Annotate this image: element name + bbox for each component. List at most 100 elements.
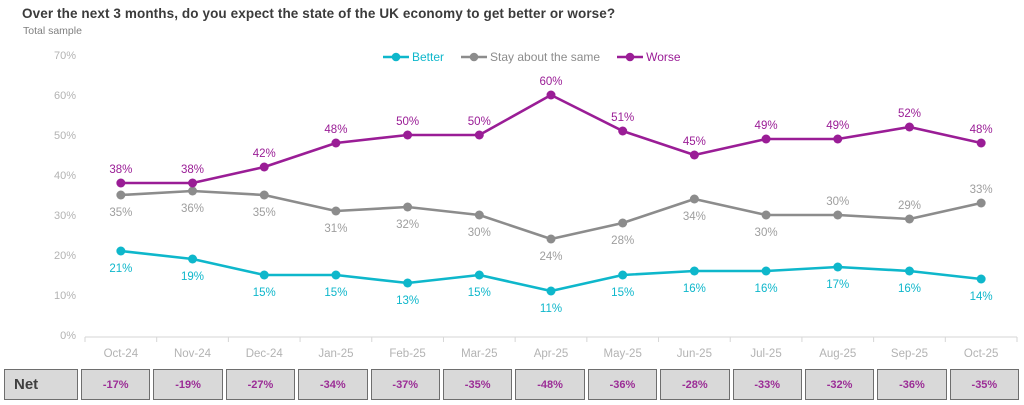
chart-subtitle: Total sample xyxy=(23,25,82,37)
data-label: 14% xyxy=(970,291,993,303)
data-label: 35% xyxy=(253,207,276,219)
data-label: 30% xyxy=(468,227,491,239)
y-axis-label: 30% xyxy=(54,210,76,222)
data-label: 30% xyxy=(826,196,849,208)
data-label: 45% xyxy=(683,136,706,148)
data-point xyxy=(116,178,126,188)
net-value-cell: -27% xyxy=(225,369,296,400)
data-label: 21% xyxy=(109,263,132,275)
data-label: 48% xyxy=(970,124,993,136)
y-axis-label: 60% xyxy=(54,90,76,102)
legend-swatch-icon xyxy=(383,52,409,62)
data-point xyxy=(904,214,914,224)
legend-swatch-icon xyxy=(617,52,644,62)
data-point xyxy=(689,194,699,204)
x-axis-label: Feb-25 xyxy=(389,348,425,360)
net-value-cell: -28% xyxy=(660,369,730,400)
data-point xyxy=(976,138,986,148)
data-point xyxy=(403,278,413,288)
legend-label: Better xyxy=(412,50,445,64)
x-axis-label: Apr-25 xyxy=(534,348,569,360)
data-label: 32% xyxy=(396,219,419,231)
legend-item: Stay about the same xyxy=(461,50,600,64)
data-label: 42% xyxy=(253,148,276,160)
y-axis-label: 10% xyxy=(54,290,76,302)
data-label: 16% xyxy=(898,283,921,295)
legend-label: Stay about the same xyxy=(490,50,601,64)
chart-title: Over the next 3 months, do you expect th… xyxy=(22,6,616,21)
data-label: 17% xyxy=(826,279,849,291)
data-point xyxy=(259,190,269,200)
net-value-cell: -19% xyxy=(153,369,223,400)
y-axis-label: 0% xyxy=(60,330,76,342)
data-label: 48% xyxy=(324,124,347,136)
data-point xyxy=(904,266,914,276)
data-label: 24% xyxy=(539,251,562,263)
series-line xyxy=(120,93,982,185)
x-axis-label: Oct-24 xyxy=(104,348,139,360)
data-label: 28% xyxy=(611,235,634,247)
x-axis-label: Aug-25 xyxy=(819,348,856,360)
chart-legend: Better Stay about the same Worse xyxy=(383,50,681,64)
y-axis-label: 70% xyxy=(54,50,76,62)
data-label: 52% xyxy=(898,108,921,120)
net-value-cell: -36% xyxy=(587,369,658,400)
data-label: 19% xyxy=(181,271,204,283)
data-point xyxy=(403,202,413,212)
data-label: 15% xyxy=(324,287,347,299)
net-value-cell: -37% xyxy=(370,369,440,400)
y-axis-label: 50% xyxy=(54,130,76,142)
data-label: 29% xyxy=(898,200,921,212)
data-label: 49% xyxy=(755,120,778,132)
data-label: 16% xyxy=(683,283,706,295)
data-point xyxy=(976,198,986,208)
data-point xyxy=(618,270,628,280)
x-axis-label: Nov-24 xyxy=(174,348,212,360)
data-point xyxy=(976,274,986,284)
data-label: 16% xyxy=(755,283,778,295)
data-point xyxy=(761,266,771,276)
data-point xyxy=(188,186,198,196)
net-value-cell: -36% xyxy=(877,369,947,400)
data-label: 30% xyxy=(755,227,778,239)
legend-label: Worse xyxy=(646,50,681,64)
data-point xyxy=(403,130,413,140)
data-point xyxy=(331,206,341,216)
data-label: 34% xyxy=(683,211,706,223)
data-label: 60% xyxy=(539,76,562,88)
data-label: 31% xyxy=(324,223,347,235)
x-axis-label: Jun-25 xyxy=(677,348,712,360)
data-label: 15% xyxy=(253,287,276,299)
data-label: 38% xyxy=(109,164,132,176)
x-axis-label: Jan-25 xyxy=(318,348,353,360)
data-point xyxy=(259,270,269,280)
data-point xyxy=(188,254,198,264)
data-point xyxy=(116,246,126,256)
data-label: 51% xyxy=(611,112,634,124)
data-label: 13% xyxy=(396,295,419,307)
net-value-cell: -32% xyxy=(804,369,875,400)
data-label: 36% xyxy=(181,203,204,215)
data-label: 50% xyxy=(468,116,491,128)
data-point xyxy=(546,234,556,244)
data-point xyxy=(474,270,484,280)
data-point xyxy=(546,286,556,296)
series-line xyxy=(120,189,982,241)
data-point xyxy=(474,210,484,220)
data-point xyxy=(689,150,699,160)
net-value-cell: -48% xyxy=(515,369,585,400)
x-axis-label: Sep-25 xyxy=(891,348,928,360)
net-value-cell: -17% xyxy=(81,369,151,400)
legend-swatch-icon xyxy=(461,52,488,62)
x-axis-label: Jul-25 xyxy=(750,348,781,360)
data-point xyxy=(761,210,771,220)
data-point xyxy=(331,270,341,280)
data-label: 50% xyxy=(396,116,419,128)
data-label: 15% xyxy=(468,287,491,299)
y-axis-label: 20% xyxy=(54,250,76,262)
data-point xyxy=(833,134,843,144)
y-axis-label: 40% xyxy=(54,170,76,182)
data-point xyxy=(761,134,771,144)
